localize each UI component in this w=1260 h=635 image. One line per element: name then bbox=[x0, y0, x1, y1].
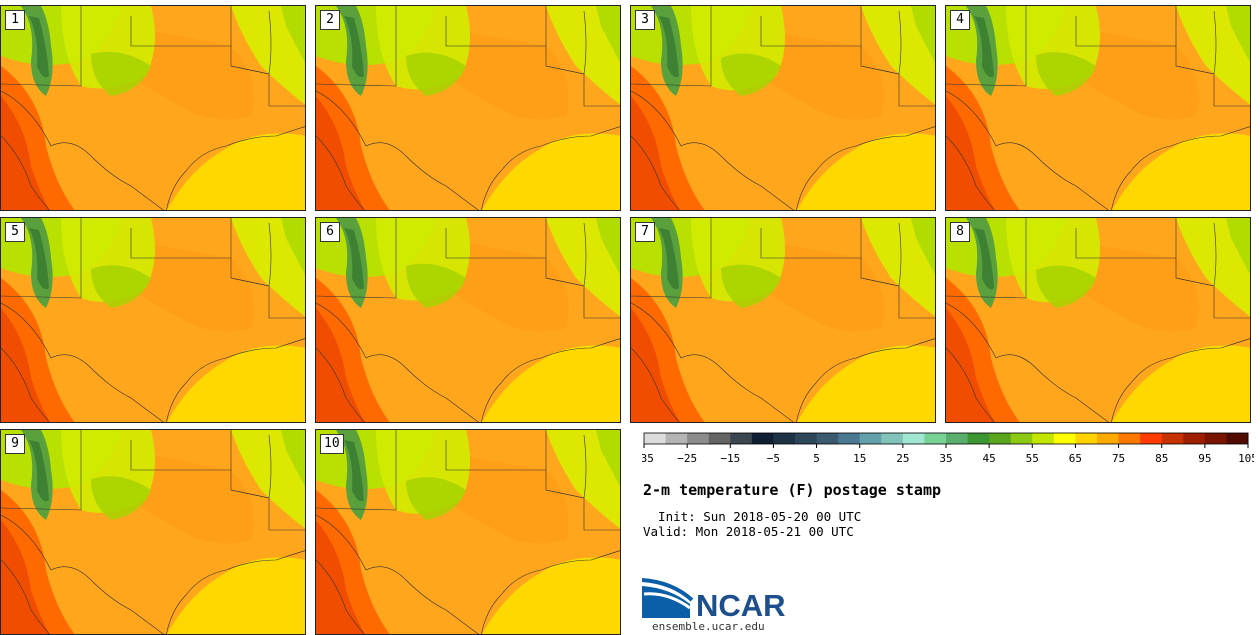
colorbar-tick-label: 105 bbox=[1238, 452, 1254, 465]
ncar-swoosh-icon bbox=[642, 578, 694, 618]
member-number: 9 bbox=[5, 434, 25, 454]
colorbar-segment bbox=[1010, 433, 1033, 444]
colorbar-tick-label: 85 bbox=[1155, 452, 1168, 465]
ensemble-member-panel: 2 bbox=[315, 5, 621, 211]
logo-text: NCAR bbox=[696, 588, 786, 620]
colorbar-segment bbox=[816, 433, 839, 444]
chart-title: 2-m temperature (F) postage stamp bbox=[643, 481, 942, 499]
colorbar-segment bbox=[665, 433, 688, 444]
member-number: 8 bbox=[950, 222, 970, 242]
colorbar-tick-label: −15 bbox=[720, 452, 740, 465]
ensemble-member-panel: 7 bbox=[630, 217, 936, 423]
member-number: 6 bbox=[320, 222, 340, 242]
temperature-colorbar: −35−25−15−55152535455565758595105115 bbox=[642, 432, 1254, 465]
colorbar-segment bbox=[967, 433, 990, 444]
ensemble-member-panel: 10 bbox=[315, 429, 621, 635]
colorbar-segment bbox=[1183, 433, 1206, 444]
init-time: Init: Sun 2018-05-20 00 UTC bbox=[643, 509, 862, 524]
colorbar-tick-label: 95 bbox=[1198, 452, 1211, 465]
colorbar-segment bbox=[751, 433, 774, 444]
member-number: 5 bbox=[5, 222, 25, 242]
ensemble-member-panel: 8 bbox=[945, 217, 1251, 423]
colorbar-segment bbox=[1161, 433, 1184, 444]
valid-time: Valid: Mon 2018-05-21 00 UTC bbox=[643, 524, 854, 539]
member-number: 10 bbox=[320, 434, 344, 454]
colorbar-tick-label: 15 bbox=[853, 452, 866, 465]
colorbar-tick-label: −5 bbox=[767, 452, 780, 465]
colorbar-segment bbox=[708, 433, 731, 444]
colorbar-tick-label: 25 bbox=[896, 452, 909, 465]
colorbar-segment bbox=[924, 433, 947, 444]
colorbar-tick-label: 45 bbox=[983, 452, 996, 465]
colorbar-segment bbox=[773, 433, 796, 444]
colorbar-tick-label: 35 bbox=[939, 452, 952, 465]
ensemble-member-panel: 9 bbox=[0, 429, 306, 635]
colorbar-segment bbox=[1032, 433, 1055, 444]
colorbar-segment bbox=[795, 433, 818, 444]
ensemble-member-panel: 1 bbox=[0, 5, 306, 211]
ensemble-member-panel: 3 bbox=[630, 5, 936, 211]
logo-url: ensemble.ucar.edu bbox=[652, 620, 765, 633]
ncar-logo: NCAR bbox=[642, 578, 786, 620]
colorbar-segment bbox=[644, 433, 667, 444]
colorbar-segment bbox=[838, 433, 861, 444]
colorbar-segment bbox=[1118, 433, 1141, 444]
colorbar-segment bbox=[859, 433, 882, 444]
colorbar-segment bbox=[730, 433, 753, 444]
member-number: 2 bbox=[320, 10, 340, 30]
colorbar-tick-label: 5 bbox=[813, 452, 820, 465]
colorbar-segment bbox=[902, 433, 925, 444]
member-number: 3 bbox=[635, 10, 655, 30]
colorbar-tick-label: −25 bbox=[677, 452, 697, 465]
colorbar-segment bbox=[1140, 433, 1163, 444]
colorbar-tick-label: 55 bbox=[1026, 452, 1039, 465]
ensemble-member-panel: 5 bbox=[0, 217, 306, 423]
colorbar-segment bbox=[1226, 433, 1249, 444]
colorbar-segment bbox=[1097, 433, 1120, 444]
colorbar-tick-label: −35 bbox=[642, 452, 654, 465]
colorbar-segment bbox=[946, 433, 969, 444]
colorbar-tick-label: 75 bbox=[1112, 452, 1125, 465]
ensemble-member-panel: 6 bbox=[315, 217, 621, 423]
member-number: 4 bbox=[950, 10, 970, 30]
colorbar-segment bbox=[1053, 433, 1076, 444]
member-number: 1 bbox=[5, 10, 25, 30]
colorbar-segment bbox=[1204, 433, 1227, 444]
colorbar-tick-label: 65 bbox=[1069, 452, 1082, 465]
colorbar-segment bbox=[989, 433, 1012, 444]
colorbar-segment bbox=[687, 433, 710, 444]
ensemble-member-panel: 4 bbox=[945, 5, 1251, 211]
colorbar-segment bbox=[1075, 433, 1098, 444]
colorbar-segment bbox=[881, 433, 904, 444]
member-number: 7 bbox=[635, 222, 655, 242]
